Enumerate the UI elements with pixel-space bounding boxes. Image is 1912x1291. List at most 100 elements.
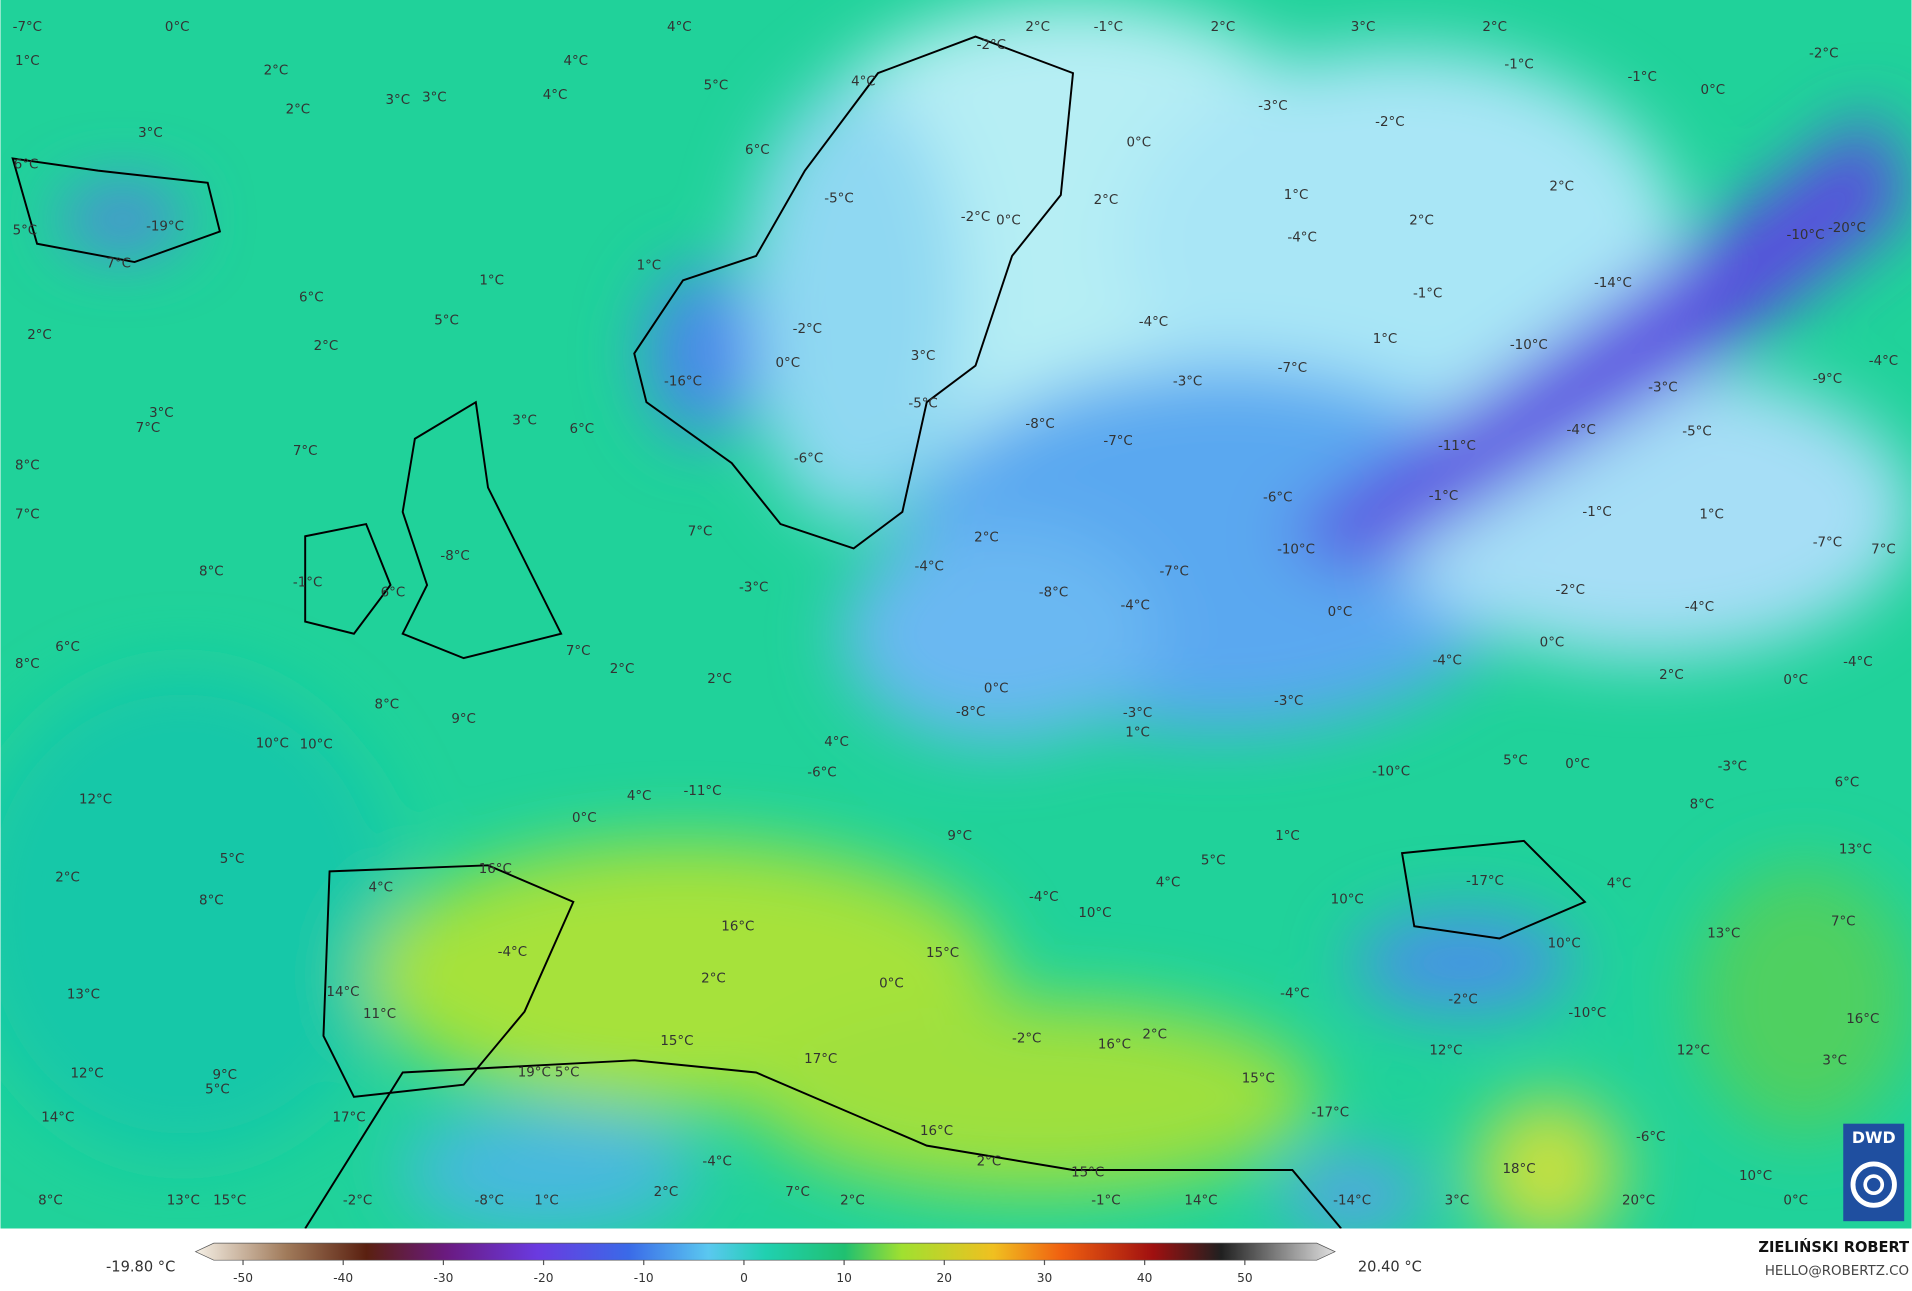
temp-label: 3°C bbox=[138, 126, 163, 141]
temp-label: 13°C bbox=[1707, 927, 1740, 942]
temp-label: -6°C bbox=[1263, 490, 1292, 505]
temp-label: 5°C bbox=[434, 314, 459, 329]
temp-label: 16°C bbox=[721, 919, 754, 934]
temp-label: 0°C bbox=[776, 356, 801, 371]
temp-label: 0°C bbox=[1783, 673, 1808, 688]
min-label: -19.80 °C bbox=[106, 1259, 175, 1276]
temp-label: 3°C bbox=[386, 93, 411, 108]
temp-label: 14°C bbox=[1184, 1193, 1217, 1208]
temp-label: 18°C bbox=[1503, 1162, 1536, 1177]
temp-label: -6°C bbox=[794, 451, 823, 466]
temp-label: -9°C bbox=[1813, 372, 1842, 387]
temp-label: 2°C bbox=[840, 1193, 865, 1208]
temp-label: 10°C bbox=[256, 736, 289, 751]
temp-label: 8°C bbox=[15, 459, 40, 474]
temp-label: -1°C bbox=[1627, 70, 1656, 85]
temp-label: 2°C bbox=[610, 662, 635, 677]
temp-label: -2°C bbox=[961, 210, 990, 225]
temp-label: 9°C bbox=[212, 1068, 237, 1083]
temp-label: 2°C bbox=[1482, 20, 1507, 35]
temp-label: -7°C bbox=[1278, 361, 1307, 376]
temperature-field: -7°C 0°C 1°C 2°C 3°C 3°C 4°C 4°C 4°C 5°C 6°C 3°C 2°C… bbox=[0, 0, 1912, 1229]
logo-text: DWD bbox=[1852, 1128, 1896, 1147]
temp-label: -4°C bbox=[1567, 423, 1596, 438]
temp-label: -4°C bbox=[1843, 655, 1872, 670]
temp-label: -19°C bbox=[146, 220, 184, 235]
temp-label: -10°C bbox=[1277, 543, 1315, 558]
temp-label: 2°C bbox=[1211, 20, 1236, 35]
temp-label: 15°C bbox=[926, 946, 959, 961]
temp-label: -1°C bbox=[1582, 505, 1611, 520]
colorbar-tick-label: 50 bbox=[1237, 1271, 1253, 1285]
temp-label: 2°C bbox=[1659, 668, 1684, 683]
temp-label: 2°C bbox=[286, 103, 311, 118]
temp-label: 12°C bbox=[1429, 1044, 1462, 1059]
temp-label: 17°C bbox=[333, 1111, 366, 1126]
temp-label: 1°C bbox=[637, 259, 662, 274]
temp-label: 6°C bbox=[381, 585, 406, 600]
temp-label: -2°C bbox=[1012, 1031, 1041, 1046]
temp-label: 3°C bbox=[1445, 1193, 1470, 1208]
colorbar-tick-label: -10 bbox=[634, 1271, 654, 1285]
temp-label: 1°C bbox=[1284, 188, 1309, 203]
temp-label: 8°C bbox=[38, 1193, 63, 1208]
temp-label: -1°C bbox=[1504, 58, 1533, 73]
temp-label: 12°C bbox=[70, 1067, 103, 1082]
temp-label: 2°C bbox=[654, 1185, 679, 1200]
temp-label: 8°C bbox=[15, 657, 40, 672]
temp-label: 4°C bbox=[851, 75, 876, 90]
temp-label: -1°C bbox=[1413, 287, 1442, 302]
temp-label: 5°C bbox=[1503, 754, 1528, 769]
temp-label: -11°C bbox=[1438, 439, 1476, 454]
temp-label: 15°C bbox=[1071, 1165, 1104, 1180]
temp-label: -7°C bbox=[1813, 535, 1842, 550]
temp-label: 6°C bbox=[299, 290, 324, 305]
temp-label: -4°C bbox=[1432, 654, 1461, 669]
temp-label: 1°C bbox=[15, 54, 40, 69]
temp-label: 13°C bbox=[167, 1193, 200, 1208]
temp-label: -3°C bbox=[1173, 374, 1202, 389]
temp-label: 5°C bbox=[1201, 853, 1226, 868]
colorbar-ticks: -50 -40 -30 -20 -10 0 10 20 30 40 50 bbox=[233, 1260, 1253, 1285]
temp-label: -3°C bbox=[1123, 706, 1152, 721]
temp-label: 8°C bbox=[199, 565, 224, 580]
temp-label: -3°C bbox=[1718, 760, 1747, 775]
temp-label: 0°C bbox=[879, 977, 904, 992]
temp-label: 4°C bbox=[543, 88, 568, 103]
colorbar bbox=[194, 1242, 1336, 1261]
temp-label: -2°C bbox=[977, 38, 1006, 53]
temp-label: 1°C bbox=[1275, 829, 1300, 844]
temp-label: 15°C bbox=[213, 1193, 246, 1208]
colorbar-tick-label: 0 bbox=[740, 1271, 748, 1285]
temp-label: 3°C bbox=[149, 406, 174, 421]
temp-label: 4°C bbox=[1156, 875, 1181, 890]
temp-label: 2°C bbox=[264, 64, 289, 79]
temp-label: 7°C bbox=[1831, 914, 1856, 929]
temp-label: 4°C bbox=[824, 735, 849, 750]
temp-label: -2°C bbox=[1809, 47, 1838, 62]
dwd-logo: DWD bbox=[1843, 1123, 1905, 1222]
temp-label: -2°C bbox=[1375, 115, 1404, 130]
temp-label: -2°C bbox=[793, 322, 822, 337]
temp-label: 3°C bbox=[1822, 1053, 1847, 1068]
temp-label: -8°C bbox=[475, 1193, 504, 1208]
temp-label: 0°C bbox=[1540, 635, 1565, 650]
temp-label: 2°C bbox=[1409, 214, 1434, 229]
temp-label: -17°C bbox=[1466, 874, 1504, 889]
temp-label: -3°C bbox=[739, 580, 768, 595]
temp-label: 17°C bbox=[804, 1052, 837, 1067]
temp-label: 2°C bbox=[974, 530, 999, 545]
temp-label: 7°C bbox=[106, 256, 131, 271]
temp-label: 7°C bbox=[688, 524, 713, 539]
temp-label: -20°C bbox=[1828, 221, 1866, 236]
temp-label: 3°C bbox=[512, 413, 537, 428]
colorbar-tick-label: 40 bbox=[1137, 1271, 1153, 1285]
temp-label: 2°C bbox=[977, 1154, 1002, 1169]
temp-label: 8°C bbox=[1690, 797, 1715, 812]
temp-label: 20°C bbox=[1622, 1193, 1655, 1208]
temp-label: 11°C bbox=[363, 1007, 396, 1022]
temp-label: 2°C bbox=[27, 328, 52, 343]
temp-label: 0°C bbox=[1565, 757, 1590, 772]
